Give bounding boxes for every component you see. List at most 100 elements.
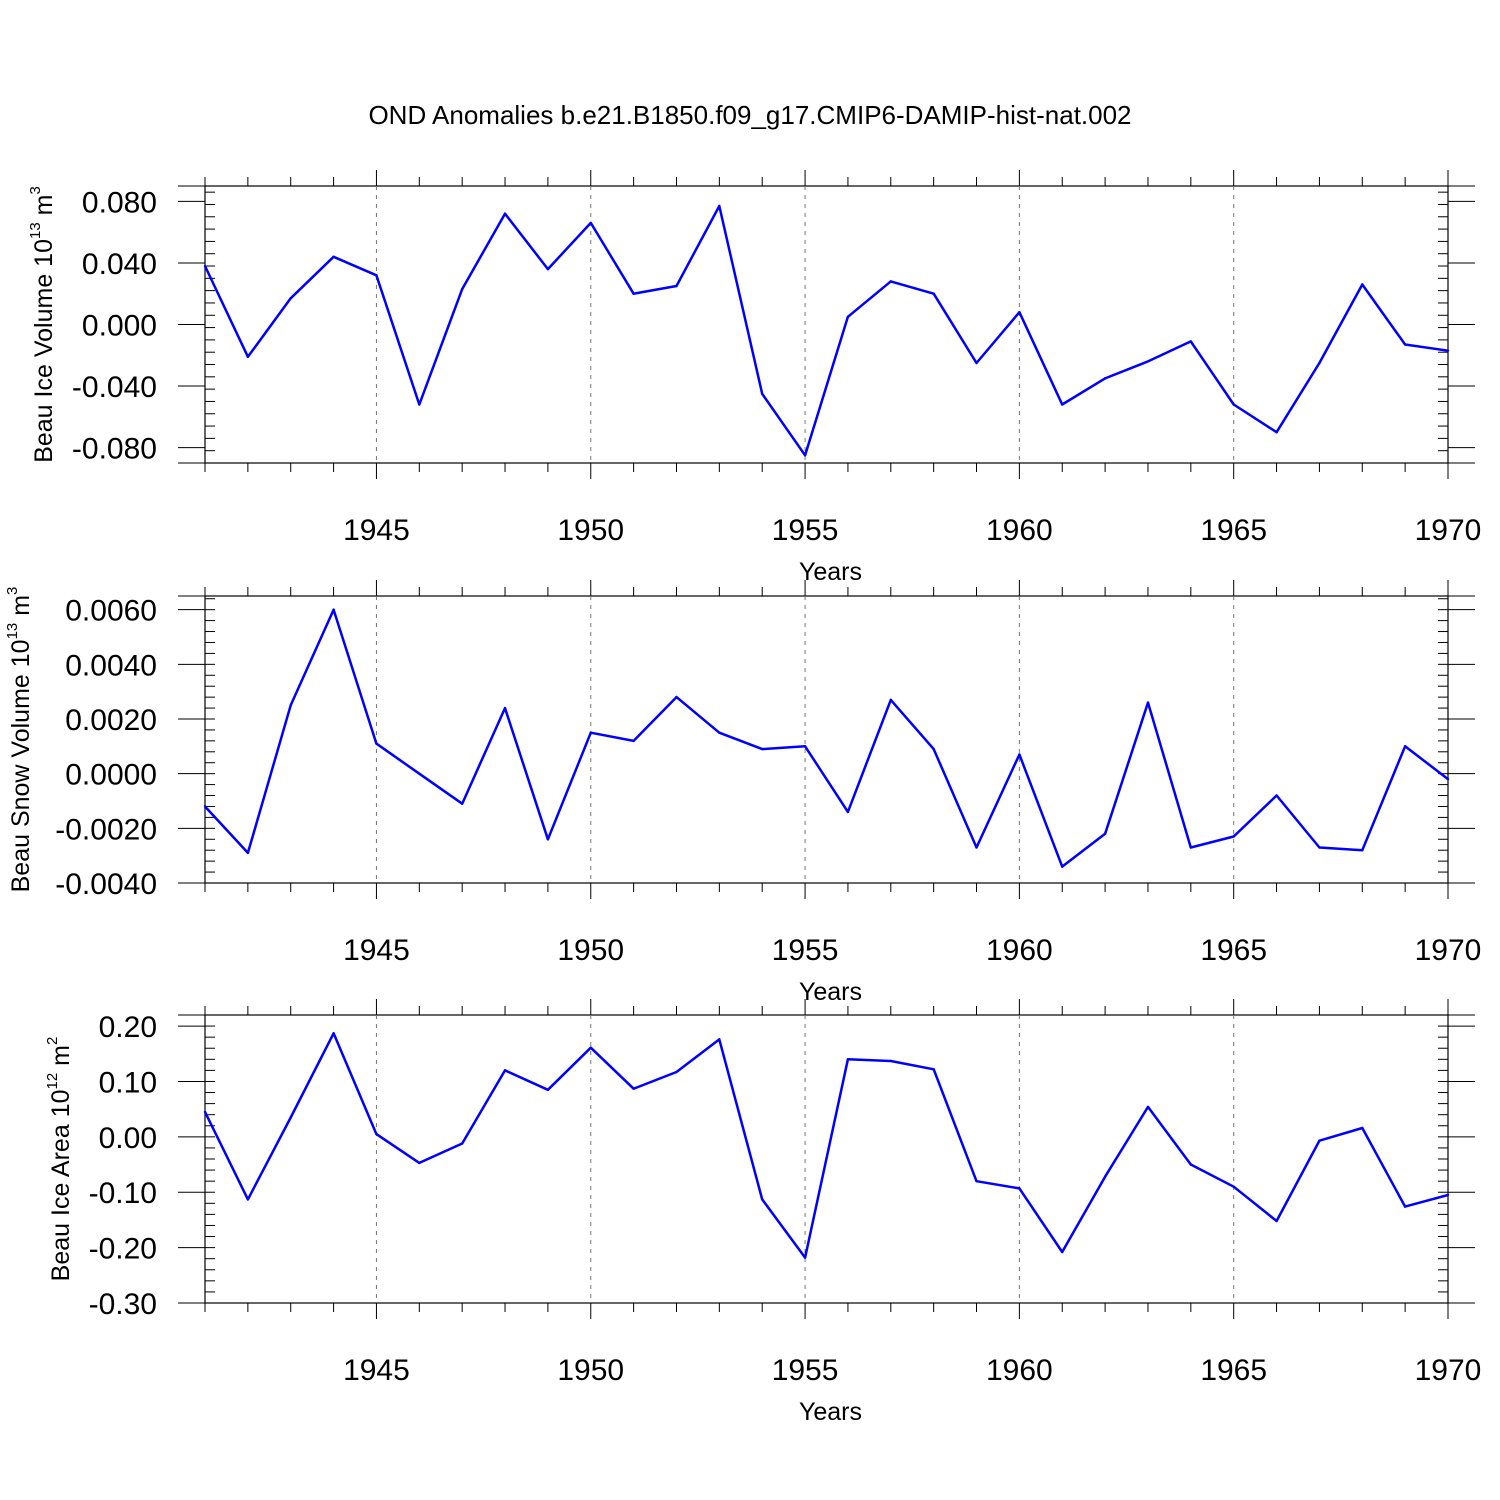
data-point [803, 454, 807, 457]
x-axis-label: Years [799, 978, 862, 1006]
data-point [589, 221, 592, 225]
y-axis-label: Beau Ice Area 1012 m2 [44, 1037, 75, 1282]
x-tick-label: 1960 [986, 934, 1053, 967]
x-tick-label: 1945 [343, 514, 410, 547]
data-point [546, 267, 550, 271]
y-axis-label: Beau Ice Volume 1013 m3 [27, 186, 58, 463]
data-point [589, 1046, 592, 1049]
y-tick-label: 0.20 [99, 1011, 157, 1044]
x-tick-label: 1960 [986, 1354, 1053, 1387]
data-point [375, 274, 378, 277]
y-tick-label: 0.000 [82, 310, 157, 343]
y-axis-label-part: m [47, 1045, 75, 1073]
data-point [1318, 361, 1321, 365]
data-point [718, 731, 721, 734]
x-tick-label: 1960 [986, 514, 1053, 547]
data-point [1018, 753, 1021, 756]
data-point [675, 695, 678, 699]
data-point [1103, 832, 1107, 835]
x-tick-label: 1950 [557, 514, 624, 547]
data-point [1403, 1205, 1407, 1208]
data-point [203, 805, 207, 808]
data-point [1403, 745, 1407, 748]
x-tick-label: 1965 [1200, 514, 1267, 547]
data-point [460, 1142, 464, 1145]
y-tick-label: 0.0000 [65, 759, 157, 792]
data-point [1018, 1187, 1021, 1190]
data-point [1103, 377, 1107, 380]
data-point [1232, 1185, 1235, 1188]
data-point [846, 315, 850, 319]
data-point [1189, 340, 1193, 343]
data-point [418, 772, 421, 775]
data-point [418, 1161, 421, 1165]
data-point [675, 1070, 678, 1074]
data-point [375, 1132, 378, 1136]
data-point [289, 704, 292, 707]
data-point [1361, 1126, 1364, 1130]
x-tick-label: 1945 [343, 934, 410, 967]
data-point [546, 838, 550, 841]
data-point [889, 698, 892, 702]
panel-1: 1945 1950 1955 1960 1965 1970 Years 0.080 0.040 0… [27, 170, 1481, 586]
panels: 1945 1950 1955 1960 1965 1970 Years 0.080 0.040 0… [4, 170, 1481, 1426]
data-point [1061, 865, 1064, 868]
y-axis-label-superscript: 3 [4, 587, 21, 595]
data-point [1018, 310, 1021, 314]
data-point [589, 731, 592, 734]
data-point [761, 1198, 764, 1201]
data-point [846, 1058, 850, 1061]
data-point [1275, 1219, 1278, 1223]
data-point [718, 204, 721, 208]
data-point [975, 361, 978, 365]
data-point [203, 1110, 207, 1114]
x-tick-label: 1970 [1415, 514, 1482, 547]
x-tick-label: 1945 [343, 1354, 410, 1387]
panel-3: 1945 1950 1955 1960 1965 1970 Years 0.20 0.10 0.0… [44, 999, 1481, 1426]
x-axis-label: Years [799, 558, 862, 586]
y-tick-label: 0.0060 [65, 595, 157, 628]
data-point [889, 280, 892, 283]
y-axis-label-part: m [7, 595, 35, 623]
data-point [975, 846, 978, 849]
data-point [1061, 403, 1064, 406]
data-point [1403, 343, 1407, 346]
y-tick-label: 0.10 [99, 1066, 157, 1099]
data-point [503, 706, 507, 710]
data-point [375, 742, 378, 745]
data-point [1061, 1250, 1064, 1254]
data-point [1189, 1163, 1193, 1166]
data-point [1446, 349, 1450, 352]
x-tick-label: 1965 [1200, 1354, 1267, 1387]
y-tick-label: 0.080 [82, 186, 157, 219]
x-tick-label: 1955 [772, 514, 839, 547]
data-point [889, 1059, 892, 1063]
x-tick-label: 1955 [772, 1354, 839, 1387]
data-point [975, 1179, 978, 1183]
y-tick-label: 0.040 [82, 248, 157, 281]
data-point [1318, 846, 1321, 849]
x-tick-label: 1970 [1415, 1354, 1482, 1387]
data-point [1232, 403, 1235, 406]
data-point [1146, 1105, 1150, 1109]
data-point [1446, 777, 1450, 781]
data-point [332, 1032, 335, 1035]
y-axis-label-superscript: 2 [44, 1037, 61, 1045]
data-point [846, 810, 850, 814]
data-point [761, 747, 764, 751]
data-point [1189, 846, 1193, 849]
data-point [803, 1256, 807, 1259]
y-axis-label: Beau Snow Volume 1013 m3 [4, 587, 35, 893]
data-point [718, 1038, 721, 1041]
data-point [246, 851, 250, 855]
data-point [332, 608, 335, 611]
data-point [1146, 360, 1150, 363]
x-tick-label: 1970 [1415, 934, 1482, 967]
data-point [1275, 794, 1278, 797]
data-point [1361, 283, 1364, 286]
data-point [932, 747, 935, 751]
data-point [1275, 431, 1278, 434]
data-point [246, 1198, 250, 1201]
data-point [503, 212, 507, 215]
